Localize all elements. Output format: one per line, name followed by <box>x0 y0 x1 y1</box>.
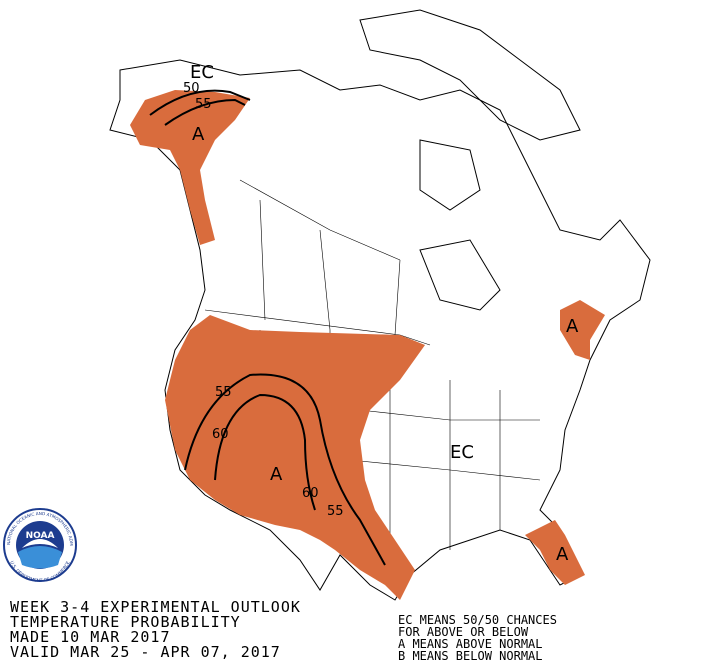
contour-label: 60 <box>212 427 229 442</box>
contour-label: 55 <box>195 97 212 112</box>
logo-text: NOAA <box>26 531 55 541</box>
legend: EC MEANS 50/50 CHANCES FOR ABOVE OR BELO… <box>398 613 557 663</box>
map-label: A <box>192 124 205 145</box>
labels: EC 50 55 A 55 60 A 60 55 A EC A <box>183 62 579 565</box>
noaa-logo: NOAA NATIONAL OCEANIC AND ATMOSPHERIC AD… <box>0 0 77 584</box>
map-label: A <box>270 464 283 485</box>
title-block: WEEK 3-4 EXPERIMENTAL OUTLOOK TEMPERATUR… <box>10 598 301 661</box>
title-line: WEEK 3-4 EXPERIMENTAL OUTLOOK <box>10 598 301 616</box>
title-line: MADE 10 MAR 2017 <box>10 628 171 646</box>
contour-label: 60 <box>302 486 319 501</box>
title-line: VALID MAR 25 - APR 07, 2017 <box>10 643 281 661</box>
contour-label: 55 <box>215 385 232 400</box>
map-label: EC <box>190 62 214 83</box>
map-label: A <box>556 544 569 565</box>
contour-label: 50 <box>183 81 200 96</box>
map-label: EC <box>450 442 474 463</box>
legend-line: A MEANS ABOVE NORMAL <box>398 637 543 651</box>
logo-ring-top: NATIONAL OCEANIC AND ATMOSPHERIC ADMINIS… <box>0 0 74 546</box>
legend-line: B MEANS BELOW NORMAL <box>398 649 543 663</box>
legend-line: FOR ABOVE OR BELOW <box>398 625 529 639</box>
map-label: A <box>566 316 579 337</box>
contours <box>149 89 386 566</box>
above-normal-areas <box>130 90 605 600</box>
coastlines <box>109 9 651 601</box>
legend-line: EC MEANS 50/50 CHANCES <box>398 613 557 627</box>
title-line: TEMPERATURE PROBABILITY <box>10 613 241 631</box>
logo-ring-text: NATIONAL OCEANIC AND ATMOSPHERIC ADMINIS… <box>0 0 74 546</box>
contour-label: 55 <box>327 504 344 519</box>
